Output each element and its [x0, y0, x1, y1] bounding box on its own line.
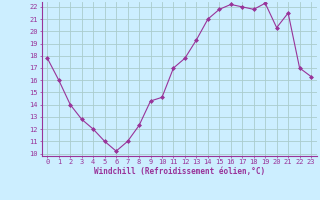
- X-axis label: Windchill (Refroidissement éolien,°C): Windchill (Refroidissement éolien,°C): [94, 167, 265, 176]
